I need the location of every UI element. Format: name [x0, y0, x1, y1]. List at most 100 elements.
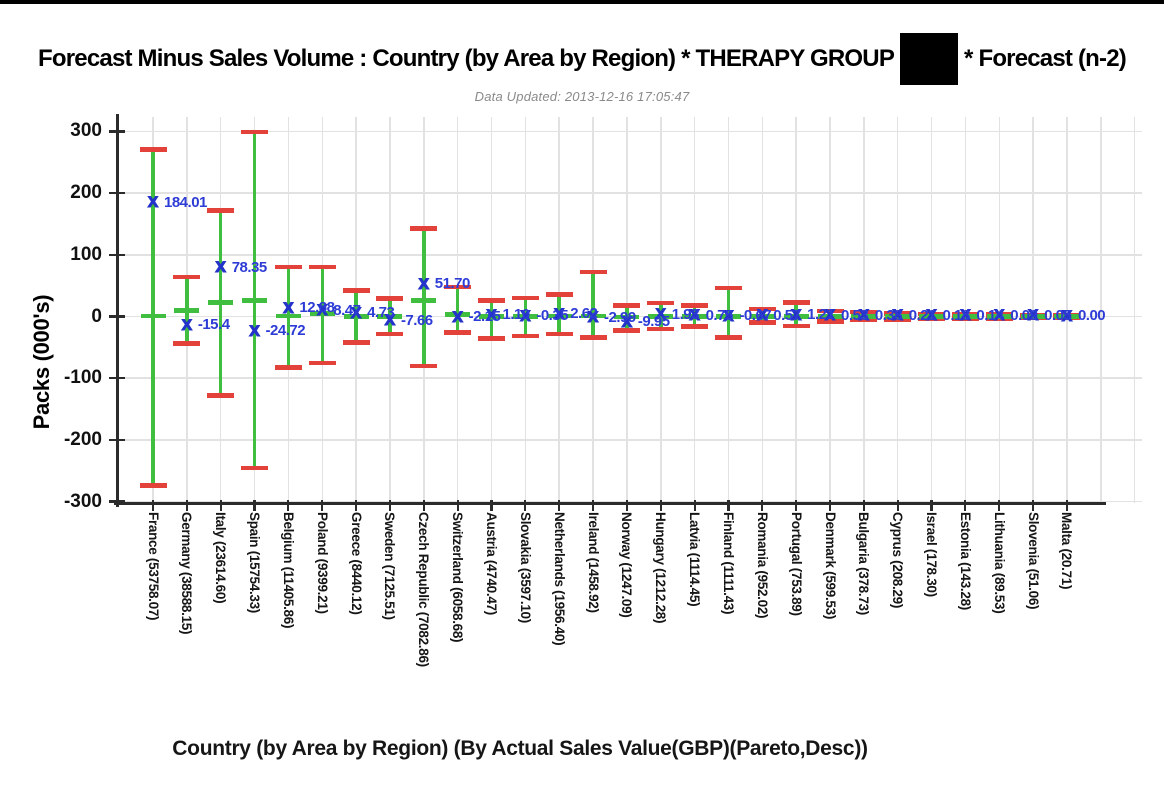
error-bar-line [591, 272, 595, 338]
x-marker: X [790, 305, 802, 325]
x-marker: X [993, 306, 1005, 326]
x-tick [591, 500, 595, 511]
x-tick-label: Czech Republic (7082.86) [416, 512, 432, 667]
y-tick-label: -300 [63, 490, 102, 512]
value-label: -0.35 [536, 307, 569, 325]
value-label: 0.00 [1077, 307, 1106, 324]
v-gridline [998, 117, 1000, 503]
value-label: -24.72 [265, 322, 306, 340]
mean-dash [580, 313, 606, 319]
x-tick-label: Austria (4740.47) [484, 512, 499, 615]
v-gridline [1032, 117, 1034, 503]
x-tick-label: Finland (1111.43) [720, 512, 736, 615]
error-bar-cap-top [342, 288, 370, 293]
error-bar-cap-top [748, 306, 776, 312]
x-marker: X [722, 306, 735, 326]
x-tick [1032, 500, 1035, 511]
x-tick [422, 500, 425, 511]
v-gridline [930, 117, 933, 503]
mean-dash [445, 312, 471, 317]
h-gridline [118, 377, 1142, 379]
x-tick [151, 500, 155, 511]
x-tick-label: Israel (178.30) [924, 512, 940, 597]
x-tick [321, 500, 324, 511]
x-tick [727, 500, 730, 511]
v-gridline [964, 117, 967, 503]
h-gridline [118, 500, 1142, 503]
x-tick [388, 500, 392, 511]
mean-dash [479, 314, 504, 319]
value-label: 78.35 [231, 258, 268, 276]
error-bar-cap-bottom [376, 331, 404, 337]
x-marker: X [215, 257, 227, 277]
x-tick-label: Belgium (11405.86) [280, 512, 296, 629]
y-tick [109, 500, 125, 503]
value-label: 0.57 [773, 306, 801, 324]
x-tick [253, 500, 256, 511]
error-bar-cap-top [241, 129, 269, 135]
h-gridline [118, 254, 1142, 256]
value-label: 1.93 [671, 305, 700, 323]
error-bar-cap-top [444, 284, 472, 290]
y-tick-label: 100 [70, 243, 102, 265]
x-tick [1065, 500, 1069, 511]
value-label: 4.73 [367, 304, 395, 322]
value-label: 8.47 [333, 301, 361, 319]
mean-dash [1020, 314, 1046, 319]
h-gridline [118, 192, 1142, 194]
y-tick [109, 315, 125, 318]
mean-dash [546, 313, 572, 319]
error-bar-cap-top [613, 303, 641, 308]
y-tick [109, 377, 125, 380]
mean-dash [783, 314, 809, 319]
value-label: 12.88 [299, 299, 335, 317]
value-label: 2.62 [570, 305, 598, 323]
error-bar-cap-bottom [139, 483, 167, 488]
mean-dash [614, 314, 640, 320]
x-marker: X [553, 304, 565, 324]
mean-dash [648, 314, 674, 319]
error-bar-cap-top [139, 147, 167, 152]
x-tick-label: Netherlands (1956.40) [551, 512, 567, 646]
y-tick-label: -100 [63, 367, 102, 389]
x-axis-line [114, 502, 1106, 505]
value-label: 184.01 [164, 193, 207, 211]
x-marker: X [147, 192, 159, 212]
mean-dash [275, 313, 301, 319]
error-bar-cap-top [782, 300, 810, 305]
value-label: -0.67 [739, 307, 772, 325]
x-tick-label: Latvia (1114.45) [687, 512, 703, 607]
x-tick-label: Slovakia (3597.10) [517, 512, 533, 623]
error-bar-cap-bottom [884, 317, 912, 322]
value-label: 0.38 [874, 306, 903, 324]
value-label: 0.53 [841, 306, 869, 324]
error-bar-cap-bottom [308, 360, 336, 365]
y-axis-line [116, 114, 119, 507]
y-tick-label: 200 [70, 182, 102, 204]
x-tick-label: Germany (38588.15) [179, 512, 195, 635]
v-gridline [1133, 117, 1136, 503]
error-bar-cap-top [274, 264, 302, 270]
value-label: 0.21 [908, 306, 937, 324]
x-axis-title: Country (by Area by Region) (By Actual S… [172, 737, 868, 760]
error-bar-cap-top [714, 285, 742, 291]
x-tick-label: Hungary (1212.28) [653, 512, 669, 624]
chart-title-suffix: * Forecast (n-2) [964, 45, 1127, 72]
value-label: -2.15 [468, 308, 501, 326]
error-bar-cap-top [816, 308, 844, 314]
error-bar-cap-top [308, 264, 336, 270]
y-tick [109, 192, 125, 195]
error-bar-line [455, 286, 460, 333]
value-label: 0.09 [1010, 306, 1038, 324]
data-updated-caption: Data Updated: 2013-12-16 17:05:47 [474, 89, 690, 104]
error-bar-cap-bottom [511, 333, 539, 339]
x-marker: X [418, 274, 430, 294]
y-tick-label: 300 [70, 120, 102, 142]
value-label: 0.05 [1044, 306, 1072, 324]
x-marker: X [655, 304, 667, 324]
x-marker: X [621, 312, 633, 332]
x-tick-label: Greece (8440.12) [348, 512, 364, 615]
mean-dash [817, 314, 843, 319]
x-tick [524, 500, 527, 511]
x-tick-label: Malta (20.71) [1059, 512, 1075, 590]
